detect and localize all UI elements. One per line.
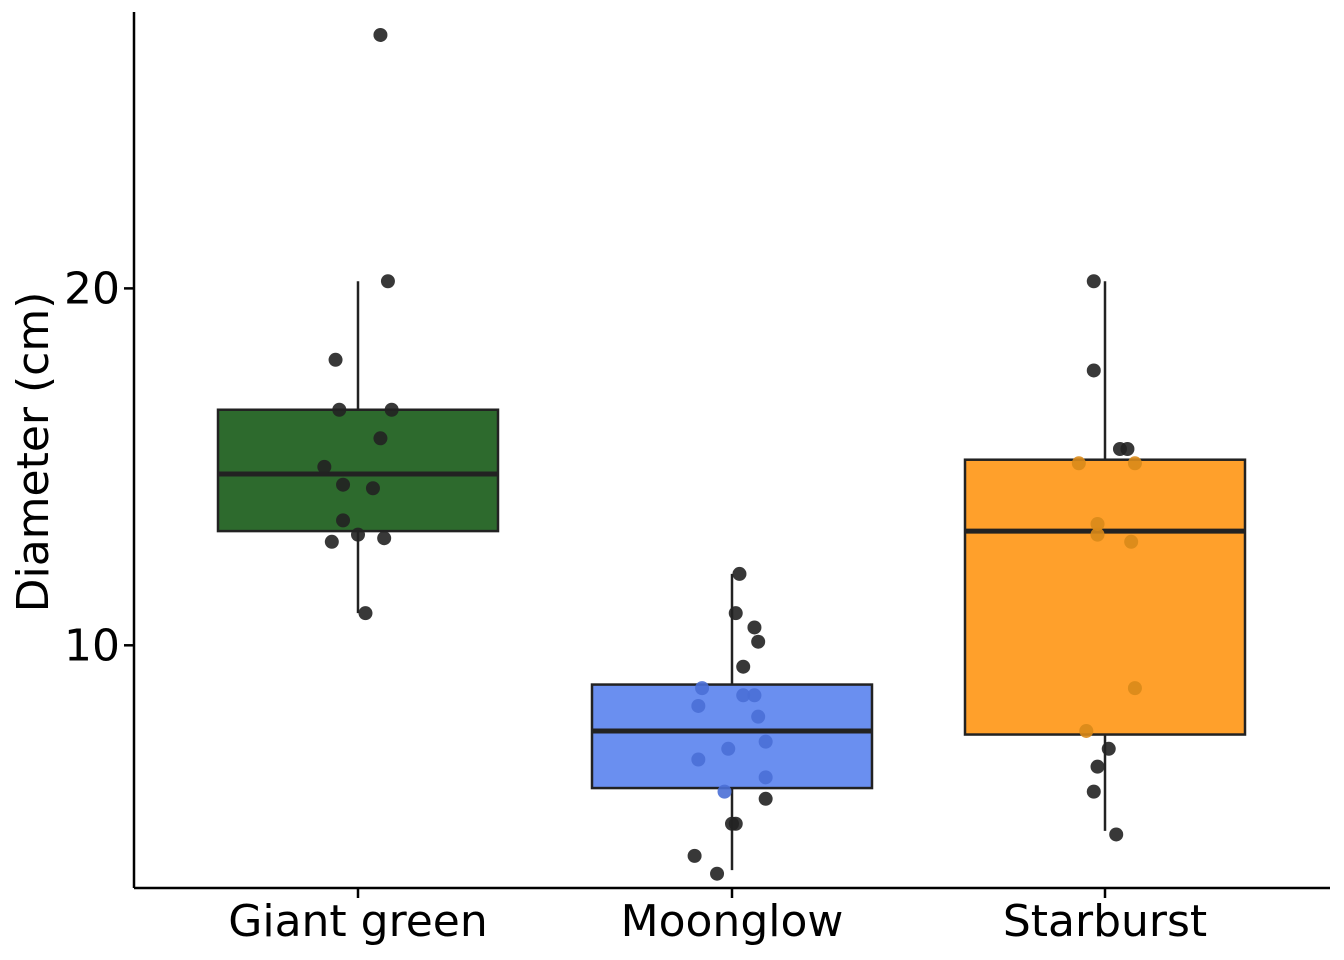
- data-point-starburst: [1090, 759, 1105, 774]
- data-point-starburst: [1120, 442, 1135, 456]
- data-point-giant-green: [336, 477, 351, 492]
- data-point-giant-green: [365, 481, 380, 496]
- data-point-starburst: [1127, 456, 1142, 471]
- data-point-starburst: [1079, 723, 1094, 738]
- data-point-giant-green: [317, 459, 332, 474]
- data-point-moonglow: [736, 688, 751, 703]
- x-tick-label: Starburst: [1003, 896, 1207, 947]
- data-point-starburst: [1101, 741, 1116, 756]
- data-point-giant-green: [332, 402, 347, 417]
- data-point-moonglow: [717, 784, 732, 799]
- data-point-moonglow: [725, 816, 739, 831]
- data-point-starburst: [1090, 527, 1105, 542]
- y-axis-title: Diameter (cm): [8, 292, 59, 613]
- box-moonglow: [590, 683, 874, 790]
- data-point-giant-green: [377, 531, 392, 546]
- x-tick-label: Moonglow: [621, 896, 844, 947]
- data-point-moonglow: [758, 791, 773, 806]
- box-starburst: [963, 458, 1247, 736]
- data-point-giant-green: [373, 431, 388, 446]
- data-point-moonglow: [710, 866, 725, 881]
- data-point-moonglow: [751, 709, 766, 724]
- x-tick-label: Giant green: [228, 896, 488, 947]
- y-tick-label: 20: [64, 263, 120, 314]
- data-point-starburst: [1071, 456, 1086, 471]
- data-point-giant-green: [336, 513, 351, 528]
- data-point-moonglow: [721, 741, 736, 756]
- data-point-giant-green: [384, 402, 399, 417]
- data-point-giant-green: [328, 352, 343, 367]
- data-point-moonglow: [732, 566, 747, 581]
- data-point-moonglow: [758, 770, 773, 785]
- data-point-moonglow: [687, 848, 702, 863]
- data-point-starburst: [1090, 516, 1105, 531]
- data-point-giant-green: [358, 606, 373, 621]
- x-axis-ticks: Giant green Moonglow Starburst: [228, 888, 1207, 947]
- data-point-starburst: [1109, 827, 1124, 842]
- data-point-giant-green: [351, 527, 365, 542]
- data-point-starburst: [1086, 363, 1101, 378]
- data-point-moonglow: [695, 681, 710, 696]
- data-point-starburst: [1086, 784, 1101, 799]
- data-point-moonglow: [691, 752, 706, 767]
- data-point-starburst: [1127, 681, 1142, 696]
- data-point-starburst: [1086, 274, 1101, 289]
- data-point-moonglow: [747, 688, 762, 703]
- plot-area: [216, 27, 1247, 881]
- data-point-moonglow: [758, 734, 773, 749]
- data-point-moonglow: [736, 659, 751, 674]
- data-point-giant-green: [380, 274, 395, 289]
- data-point-giant-green: [373, 27, 388, 42]
- data-point-moonglow: [691, 698, 706, 713]
- data-point-moonglow: [747, 620, 762, 635]
- data-point-starburst: [1124, 534, 1139, 549]
- y-axis-ticks: 10 20: [64, 263, 134, 671]
- y-tick-label: 10: [64, 620, 120, 671]
- data-point-moonglow: [728, 606, 743, 621]
- data-point-moonglow: [751, 634, 766, 649]
- data-point-giant-green: [324, 534, 339, 549]
- box-giant-green: [216, 408, 500, 533]
